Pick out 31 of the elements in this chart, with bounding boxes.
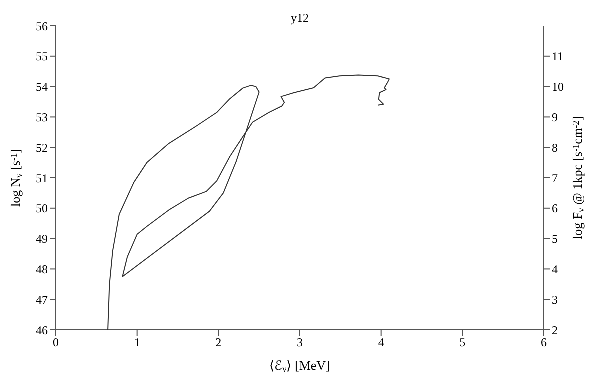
y2-tick-label: 5 [552, 232, 558, 246]
chart-title: y12 [291, 11, 309, 25]
y2-tick-label: 4 [552, 262, 558, 276]
y-tick-label: 49 [36, 232, 48, 246]
x-axis-title: ⟨ℰ$_{ν}$⟩ [MeV] [270, 358, 330, 374]
y2-tick-label: 10 [552, 80, 564, 94]
x-tick-label: 4 [378, 336, 384, 350]
y2-tick-label: 7 [552, 171, 558, 186]
y-tick-label: 51 [36, 171, 48, 186]
y2-tick-label: 3 [552, 292, 558, 307]
x-tick-label: 1 [134, 336, 140, 350]
x-tick-label: 2 [216, 336, 222, 350]
y-tick-label: 53 [36, 110, 48, 124]
y2-tick-label: 2 [552, 323, 558, 338]
y-tick-label: 48 [36, 262, 48, 276]
y-tick-label: 55 [36, 50, 48, 64]
x-tick-label: 5 [460, 336, 466, 350]
y2-tick-label: 9 [552, 110, 558, 124]
y-tick-label: 46 [36, 323, 48, 338]
line-series [108, 74, 390, 330]
x-tick-label: 0 [53, 336, 59, 350]
y-tick-label: 56 [36, 19, 48, 34]
y-tick-label: 52 [36, 140, 48, 155]
y2-tick-label: 11 [552, 50, 564, 64]
y2-tick-label: 6 [552, 202, 558, 216]
y-tick-label: 50 [36, 202, 48, 216]
x-tick-label: 3 [297, 336, 303, 350]
y-tick-label: 54 [36, 80, 48, 94]
y-tick-label: 47 [36, 292, 48, 307]
x-tick-label: 6 [541, 336, 547, 350]
y2-tick-label: 8 [552, 140, 558, 155]
